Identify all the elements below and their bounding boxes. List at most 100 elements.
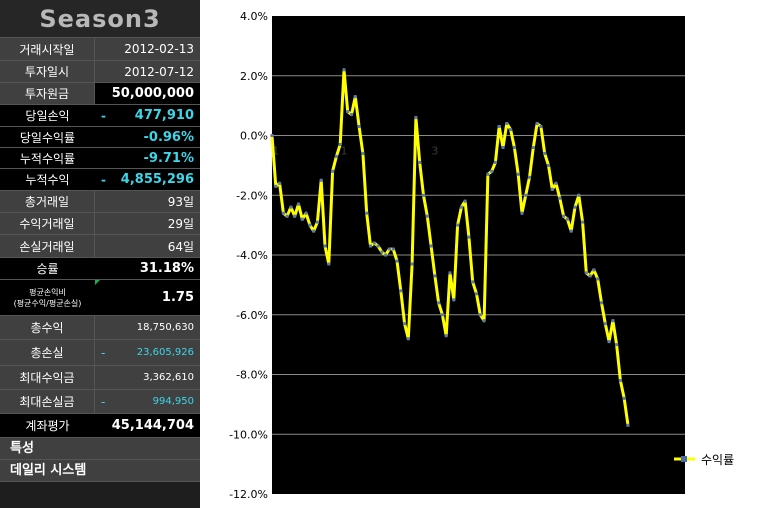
- label-pnl-ratio-line1: 평균손익비: [29, 287, 66, 297]
- data-point: [607, 340, 611, 344]
- label-trade-start: 거래시작일: [0, 38, 95, 60]
- row-cum-pnl: 누적수익 - 4,855,296: [0, 169, 200, 191]
- data-point: [539, 125, 543, 128]
- value-principal: 50,000,000: [95, 83, 200, 104]
- chart-legend: 수익률: [674, 453, 734, 467]
- row-principal: 투자원금 50,000,000: [0, 83, 200, 105]
- x-tick-label: 1: [272, 145, 279, 158]
- data-point: [391, 247, 395, 251]
- y-tick-label: 4.0%: [240, 10, 268, 23]
- stats-panel: Season3 거래시작일 2012-02-13 투자일시 2012-07-12…: [0, 0, 200, 508]
- label-max-loss: 최대손실금: [0, 390, 95, 413]
- section-daily-system: 데일리 시스템: [0, 460, 200, 482]
- label-cum-pnl: 누적수익: [25, 173, 70, 187]
- data-point: [418, 160, 422, 164]
- data-point: [308, 223, 312, 227]
- data-point: [452, 298, 456, 302]
- row-total-loss: 총손실 - 23,605,926: [0, 340, 200, 366]
- y-tick-label: -6.0%: [236, 309, 268, 322]
- data-point: [493, 160, 497, 164]
- x-tick-label: 1: [340, 145, 347, 158]
- data-point: [312, 229, 316, 233]
- data-point: [543, 151, 547, 155]
- data-point: [403, 322, 407, 326]
- data-point: [410, 262, 414, 266]
- data-point: [338, 143, 342, 146]
- return-line-chart: 4.0% 2.0% 0.0% -2.0% -4.0% -6.0% -8.0% -10.0% -1…: [229, 10, 734, 501]
- label-total-profit: 총수익: [0, 316, 95, 339]
- value-daily-return: -0.96%: [143, 129, 195, 145]
- dash-total-loss: -: [101, 345, 106, 360]
- label-loss-days: 손실거래일: [0, 235, 95, 257]
- data-point: [558, 196, 562, 200]
- data-point: [293, 214, 297, 218]
- row-trade-start: 거래시작일 2012-02-13: [0, 38, 200, 61]
- label-account-value: 계좌평가: [25, 419, 70, 433]
- data-point: [327, 262, 331, 266]
- data-point: [289, 205, 293, 209]
- legend-marker: [681, 456, 687, 462]
- data-point: [422, 193, 425, 197]
- label-principal: 투자원금: [0, 83, 95, 104]
- data-point: [596, 277, 600, 281]
- y-tick-label: -10.0%: [229, 428, 268, 441]
- data-point: [471, 280, 475, 284]
- value-daily-pnl: 477,910: [134, 108, 194, 123]
- data-point: [505, 122, 509, 125]
- data-point: [528, 175, 531, 179]
- value-pnl-ratio: 1.75: [161, 290, 194, 305]
- data-point: [581, 220, 585, 224]
- value-invest-date: 2012-07-12: [124, 64, 194, 79]
- label-total-loss: 총손실: [0, 340, 95, 365]
- y-tick-label: 0.0%: [240, 130, 268, 143]
- data-point: [281, 211, 285, 215]
- value-cum-pnl: 4,855,296: [120, 172, 194, 187]
- value-profit-days: 29일: [167, 217, 194, 231]
- data-point: [535, 122, 539, 125]
- data-point: [357, 125, 361, 128]
- value-account-value: 45,144,704: [111, 418, 194, 433]
- label-profit-days: 수익거래일: [0, 213, 95, 234]
- data-point: [346, 110, 350, 114]
- value-total-loss: 23,605,926: [136, 347, 194, 358]
- row-profit-days: 수익거래일 29일: [0, 213, 200, 235]
- data-point: [618, 379, 622, 382]
- data-point: [440, 313, 444, 317]
- data-point: [429, 244, 433, 248]
- data-point: [444, 334, 448, 338]
- data-point: [467, 235, 471, 239]
- data-point: [270, 134, 274, 137]
- data-point: [448, 271, 452, 275]
- return-chart-area: 4.0% 2.0% 0.0% -2.0% -4.0% -6.0% -8.0% -10.0% -1…: [209, 0, 760, 508]
- data-point: [520, 211, 524, 215]
- data-point: [478, 313, 482, 317]
- row-loss-days: 손실거래일 64일: [0, 235, 200, 258]
- row-daily-return: 당일수익률 -0.96%: [0, 127, 200, 148]
- label-daily-return: 당일수익률: [19, 130, 76, 145]
- value-loss-days: 64일: [167, 239, 194, 254]
- data-point: [414, 116, 418, 120]
- data-point: [365, 211, 369, 215]
- row-invest-date: 투자일시 2012-07-12: [0, 61, 200, 83]
- data-point: [577, 193, 581, 197]
- data-point: [482, 319, 486, 323]
- data-point: [573, 205, 577, 209]
- label-daily-pnl: 당일손익: [25, 109, 70, 123]
- data-point: [369, 244, 372, 248]
- data-point: [490, 169, 494, 173]
- data-point: [524, 193, 528, 197]
- row-daily-pnl: 당일손익 - 477,910: [0, 105, 200, 127]
- data-point: [512, 146, 516, 149]
- label-total-days: 총거래일: [0, 191, 95, 212]
- row-total-profit: 총수익 18,750,630: [0, 316, 200, 340]
- cell-comment-marker: [95, 280, 100, 285]
- section-feature: 특성: [0, 438, 200, 460]
- data-point: [509, 128, 513, 131]
- data-point: [592, 268, 596, 272]
- y-tick-label: -12.0%: [229, 488, 268, 501]
- value-win-rate: 31.18%: [139, 261, 194, 276]
- data-point: [588, 274, 592, 278]
- data-point: [547, 163, 550, 167]
- data-point: [376, 244, 380, 248]
- data-point: [319, 178, 323, 182]
